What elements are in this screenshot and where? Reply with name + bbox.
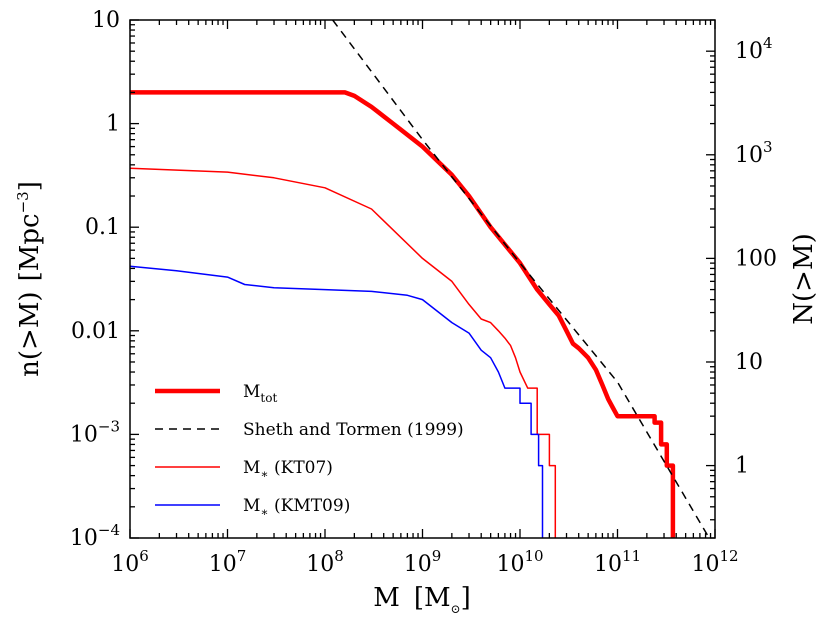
legend-label: M∗ (KMT09): [243, 496, 350, 519]
y-right-axis-label: N(>M): [789, 233, 819, 324]
legend-label: Sheth and Tormen (1999): [243, 420, 464, 440]
y-left-axis-label: n(>M)[Mpc−3]: [14, 181, 45, 377]
legend-entry-sheth-tormen: Sheth and Tormen (1999): [155, 420, 464, 440]
x-tick-label: 109: [404, 547, 442, 577]
y-left-tick-label: 10−3: [70, 417, 120, 447]
y-right-tick-label: 10: [735, 350, 763, 375]
plot-frame: [129, 19, 716, 539]
x-tick-label: 1011: [594, 547, 641, 577]
y-right-axis-ticks: 104 103 100 10 1: [706, 19, 777, 539]
m-tot-series-line: [130, 90, 676, 538]
y-right-tick-label: 1: [735, 454, 749, 479]
x-tick-label: 106: [111, 547, 149, 577]
y-right-tick-label: 104: [735, 34, 773, 64]
y-left-tick-label: 10: [92, 8, 120, 33]
y-right-tick-label: 100: [735, 246, 777, 271]
x-tick-label: 107: [209, 547, 247, 577]
y-left-axis-ticks: 10 1 0.1 0.01 10−3 10−4: [70, 8, 139, 551]
y-left-tick-label: 0.01: [71, 319, 120, 344]
legend-entry-m-star-kmt09: M∗ (KMT09): [155, 496, 350, 519]
series-layer: [130, 20, 710, 538]
x-axis-label: M [M⊙]: [373, 583, 471, 616]
y-left-tick-label: 10−4: [70, 521, 120, 551]
legend-entry-m-tot: Mtot: [155, 382, 277, 405]
legend-entry-m-star-kt07: M∗ (KT07): [155, 458, 333, 481]
legend-label: M∗ (KT07): [243, 458, 333, 481]
m-star-kt07-series-line: [130, 167, 557, 538]
y-left-tick-label: 1: [106, 112, 120, 137]
x-axis-ticks: 106 107 108 109 1010 1011 1012: [111, 20, 739, 577]
y-right-tick-label: 103: [735, 138, 773, 168]
x-tick-label: 108: [306, 547, 344, 577]
y-left-tick-label: 0.1: [85, 215, 120, 240]
m-star-kmt09-series-line: [130, 265, 544, 538]
x-tick-label: 1010: [496, 547, 543, 577]
x-tick-label: 1012: [691, 547, 738, 577]
legend-label: Mtot: [243, 382, 277, 405]
sheth-tormen-series-line: [332, 20, 710, 538]
legend: Mtot Sheth and Tormen (1999) M∗ (KT07) M∗ (…: [155, 382, 464, 519]
